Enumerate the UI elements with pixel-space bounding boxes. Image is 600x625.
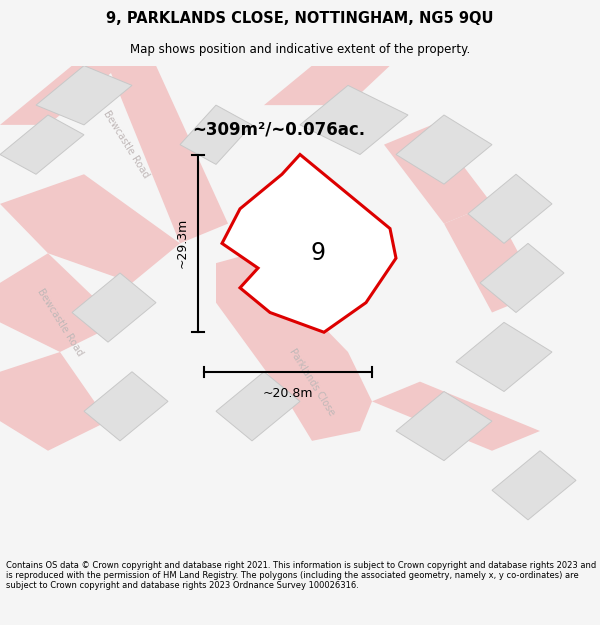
Text: 9, PARKLANDS CLOSE, NOTTINGHAM, NG5 9QU: 9, PARKLANDS CLOSE, NOTTINGHAM, NG5 9QU [106, 11, 494, 26]
Polygon shape [384, 125, 492, 224]
Polygon shape [72, 273, 156, 342]
Polygon shape [372, 382, 540, 451]
Polygon shape [264, 66, 390, 105]
Polygon shape [396, 391, 492, 461]
Text: Contains OS data © Crown copyright and database right 2021. This information is : Contains OS data © Crown copyright and d… [6, 561, 596, 591]
Polygon shape [456, 322, 552, 391]
Polygon shape [252, 204, 348, 283]
Polygon shape [180, 105, 252, 164]
Text: ~309m²/~0.076ac.: ~309m²/~0.076ac. [192, 121, 365, 139]
Polygon shape [0, 352, 108, 451]
Polygon shape [0, 174, 180, 283]
Text: Map shows position and indicative extent of the property.: Map shows position and indicative extent… [130, 42, 470, 56]
Polygon shape [108, 66, 228, 243]
Polygon shape [444, 204, 540, 312]
Text: Bewcastle Road: Bewcastle Road [101, 109, 151, 180]
Polygon shape [396, 115, 492, 184]
Polygon shape [222, 154, 396, 332]
Polygon shape [0, 115, 84, 174]
Polygon shape [216, 253, 372, 441]
Polygon shape [36, 66, 132, 125]
Polygon shape [480, 243, 564, 312]
Polygon shape [0, 253, 120, 352]
Polygon shape [300, 86, 408, 154]
Polygon shape [0, 66, 120, 125]
Polygon shape [468, 174, 552, 243]
Text: Bewcastle Road: Bewcastle Road [35, 287, 85, 358]
Polygon shape [492, 451, 576, 520]
Text: Parklands Close: Parklands Close [287, 346, 337, 417]
Text: ~20.8m: ~20.8m [263, 386, 313, 399]
Text: 9: 9 [311, 241, 325, 265]
Polygon shape [84, 372, 168, 441]
Text: ~29.3m: ~29.3m [176, 218, 189, 269]
Polygon shape [216, 372, 300, 441]
